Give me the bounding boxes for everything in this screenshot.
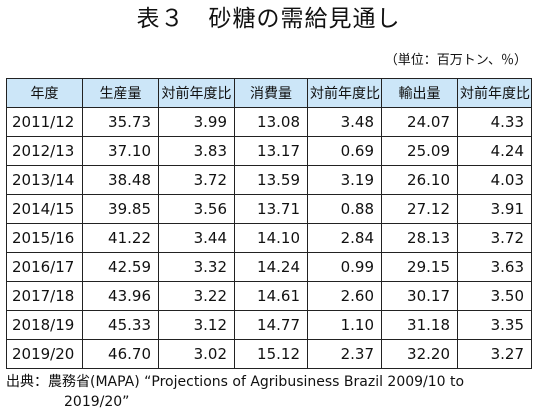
sugar-supply-demand-table: 年度 生産量 対前年度比 消費量 対前年度比 輸出量 対前年度比 2011/12… [6,78,532,369]
cell-exports: 27.12 [381,194,458,224]
cell-exports-yoy: 3.50 [457,281,532,311]
cell-consumption: 14.61 [234,281,308,311]
cell-year: 2011/12 [6,107,83,137]
cell-consumption: 14.24 [234,252,308,282]
cell-consumption: 13.17 [234,136,308,166]
unit-note: （単位：百万トン、％） [384,53,527,68]
cell-exports: 30.17 [381,281,458,311]
cell-exports-yoy: 4.33 [457,107,532,137]
cell-exports: 24.07 [381,107,458,137]
cell-exports-yoy: 3.27 [457,339,532,369]
cell-consumption-yoy: 1.10 [307,310,382,340]
cell-production-yoy: 3.22 [158,281,235,311]
table-row: 2018/19 45.33 3.12 14.77 1.10 31.18 3.35 [6,310,532,340]
cell-consumption-yoy: 2.60 [307,281,382,311]
cell-exports: 31.18 [381,310,458,340]
cell-year: 2014/15 [6,194,83,224]
cell-exports: 25.09 [381,136,458,166]
cell-production-yoy: 3.02 [158,339,235,369]
cell-exports-yoy: 4.24 [457,136,532,166]
cell-production-yoy: 3.32 [158,252,235,282]
cell-year: 2012/13 [6,136,83,166]
table-row: 2014/15 39.85 3.56 13.71 0.88 27.12 3.91 [6,194,532,224]
cell-production-yoy: 3.83 [158,136,235,166]
cell-consumption-yoy: 3.19 [307,165,382,195]
cell-consumption: 14.10 [234,223,308,253]
cell-consumption: 14.77 [234,310,308,340]
cell-exports-yoy: 4.03 [457,165,532,195]
cell-year: 2017/18 [6,281,83,311]
cell-exports: 28.13 [381,223,458,253]
cell-consumption-yoy: 0.99 [307,252,382,282]
cell-exports: 29.15 [381,252,458,282]
column-header-exports: 輸出量 [381,78,458,108]
column-header-production-yoy: 対前年度比 [158,78,235,108]
column-header-exports-yoy: 対前年度比 [457,78,532,108]
cell-consumption: 13.08 [234,107,308,137]
cell-consumption-yoy: 2.37 [307,339,382,369]
table-row: 2019/20 46.70 3.02 15.12 2.37 32.20 3.27 [6,339,532,369]
table-row: 2016/17 42.59 3.32 14.24 0.99 29.15 3.63 [6,252,532,282]
header-row: 年度 生産量 対前年度比 消費量 対前年度比 輸出量 対前年度比 [6,78,532,108]
table-row: 2017/18 43.96 3.22 14.61 2.60 30.17 3.50 [6,281,532,311]
table-row: 2012/13 37.10 3.83 13.17 0.69 25.09 4.24 [6,136,532,166]
table-row: 2013/14 38.48 3.72 13.59 3.19 26.10 4.03 [6,165,532,195]
cell-year: 2018/19 [6,310,83,340]
cell-production: 38.48 [82,165,159,195]
cell-year: 2015/16 [6,223,83,253]
column-header-consumption: 消費量 [234,78,308,108]
column-header-consumption-yoy: 対前年度比 [307,78,382,108]
cell-year: 2013/14 [6,165,83,195]
cell-consumption-yoy: 0.88 [307,194,382,224]
cell-production: 45.33 [82,310,159,340]
column-header-year: 年度 [6,78,83,108]
cell-production-yoy: 3.99 [158,107,235,137]
cell-production: 37.10 [82,136,159,166]
column-header-production: 生産量 [82,78,159,108]
cell-exports: 32.20 [381,339,458,369]
cell-exports-yoy: 3.91 [457,194,532,224]
cell-consumption-yoy: 3.48 [307,107,382,137]
cell-production: 42.59 [82,252,159,282]
cell-year: 2016/17 [6,252,83,282]
cell-production: 41.22 [82,223,159,253]
cell-production-yoy: 3.12 [158,310,235,340]
cell-production: 43.96 [82,281,159,311]
cell-production-yoy: 3.44 [158,223,235,253]
source-line-2: 2019/20” [64,394,130,410]
cell-year: 2019/20 [6,339,83,369]
cell-production-yoy: 3.72 [158,165,235,195]
cell-consumption-yoy: 2.84 [307,223,382,253]
source-note: 出典：農務省(MAPA) “Projections of Agribusines… [6,372,534,412]
cell-consumption-yoy: 0.69 [307,136,382,166]
table-body: 2011/12 35.73 3.99 13.08 3.48 24.07 4.33 2012/1… [6,107,532,369]
page-title: 表３ 砂糖の需給見通し [136,6,401,32]
cell-production: 39.85 [82,194,159,224]
table-row: 2011/12 35.73 3.99 13.08 3.48 24.07 4.33 [6,107,532,137]
cell-production: 46.70 [82,339,159,369]
cell-exports-yoy: 3.72 [457,223,532,253]
cell-consumption: 13.59 [234,165,308,195]
table-row: 2015/16 41.22 3.44 14.10 2.84 28.13 3.72 [6,223,532,253]
cell-consumption: 15.12 [234,339,308,369]
cell-exports-yoy: 3.63 [457,252,532,282]
cell-production: 35.73 [82,107,159,137]
cell-exports-yoy: 3.35 [457,310,532,340]
source-line-1: 出典：農務省(MAPA) “Projections of Agribusines… [6,374,465,390]
cell-exports: 26.10 [381,165,458,195]
cell-consumption: 13.71 [234,194,308,224]
cell-production-yoy: 3.56 [158,194,235,224]
